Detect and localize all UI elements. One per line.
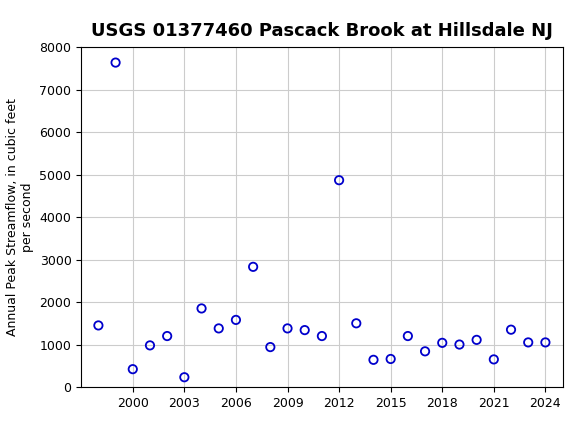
Point xyxy=(180,374,189,381)
Point xyxy=(386,356,396,362)
Point xyxy=(283,325,292,332)
Title: USGS 01377460 Pascack Brook at Hillsdale NJ: USGS 01377460 Pascack Brook at Hillsdale… xyxy=(91,22,553,40)
Point xyxy=(403,333,412,340)
Point xyxy=(317,333,327,340)
Point xyxy=(128,366,137,373)
Point xyxy=(524,339,533,346)
Point xyxy=(437,339,447,346)
Y-axis label: Annual Peak Streamflow, in cubic feet
per second: Annual Peak Streamflow, in cubic feet pe… xyxy=(6,98,34,336)
Point xyxy=(266,344,275,350)
Point xyxy=(420,348,430,355)
Point xyxy=(94,322,103,329)
Text: USGS: USGS xyxy=(42,10,97,28)
Point xyxy=(489,356,498,363)
Point xyxy=(248,264,258,270)
Point xyxy=(351,320,361,327)
Point xyxy=(369,356,378,363)
Point xyxy=(231,316,241,323)
Point xyxy=(335,177,344,184)
Point xyxy=(541,339,550,346)
Point xyxy=(197,305,206,312)
Point xyxy=(214,325,223,332)
Point xyxy=(300,327,309,334)
Point xyxy=(506,326,516,333)
Point xyxy=(162,333,172,340)
Point xyxy=(111,59,120,66)
Point xyxy=(472,336,481,343)
Point xyxy=(146,342,155,349)
Point xyxy=(455,341,464,348)
